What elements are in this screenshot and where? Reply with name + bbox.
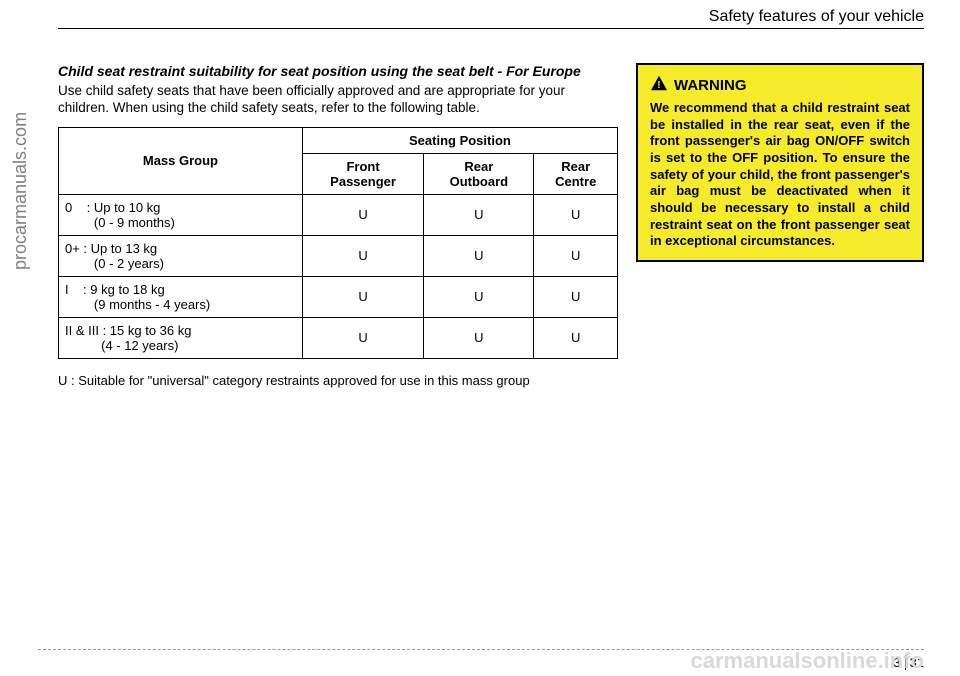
- col-front-passenger: Front Passenger: [302, 153, 423, 194]
- left-column: Child seat restraint suitability for sea…: [58, 63, 618, 388]
- cell-value: U: [424, 317, 534, 358]
- cell-value: U: [424, 276, 534, 317]
- svg-text:!: !: [657, 80, 660, 91]
- warning-title-text: WARNING: [674, 76, 747, 95]
- table-row: II & III : 15 kg to 36 kg (4 - 12 years)…: [59, 317, 618, 358]
- col-rear-outboard: Rear Outboard: [424, 153, 534, 194]
- col-mass-group: Mass Group: [59, 127, 303, 194]
- cell-value: U: [302, 235, 423, 276]
- cell-mass: 0 : Up to 10 kg (0 - 9 months): [59, 194, 303, 235]
- footnote: U : Suitable for "universal" category re…: [58, 373, 618, 388]
- cell-value: U: [534, 276, 618, 317]
- content: Child seat restraint suitability for sea…: [58, 63, 924, 388]
- intro-text: Use child safety seats that have been of…: [58, 83, 618, 117]
- cell-mass: I : 9 kg to 18 kg (9 months - 4 years): [59, 276, 303, 317]
- subheading: Child seat restraint suitability for sea…: [58, 63, 618, 79]
- cell-value: U: [302, 276, 423, 317]
- header-rule: [58, 28, 924, 29]
- cell-value: U: [534, 194, 618, 235]
- col-seating-position: Seating Position: [302, 127, 617, 153]
- cell-mass: II & III : 15 kg to 36 kg (4 - 12 years): [59, 317, 303, 358]
- warning-title: ! WARNING: [650, 75, 910, 96]
- watermark-left: procarmanuals.com: [10, 112, 31, 270]
- suitability-table: Mass Group Seating Position Front Passen…: [58, 127, 618, 359]
- section-title: Safety features of your vehicle: [709, 8, 924, 26]
- table-row: 0 : Up to 10 kg (0 - 9 months) U U U: [59, 194, 618, 235]
- page: Safety features of your vehicle procarma…: [0, 0, 960, 676]
- warning-body: We recommend that a child restraint seat…: [650, 100, 910, 250]
- cell-value: U: [424, 235, 534, 276]
- cell-value: U: [424, 194, 534, 235]
- cell-mass: 0+ : Up to 13 kg (0 - 2 years): [59, 235, 303, 276]
- cell-value: U: [302, 317, 423, 358]
- warning-icon: !: [650, 75, 668, 96]
- watermark-bottom: carmanualsonline.info: [691, 648, 925, 674]
- cell-value: U: [534, 317, 618, 358]
- warning-box: ! WARNING We recommend that a child rest…: [636, 63, 924, 262]
- table-row: 0+ : Up to 13 kg (0 - 2 years) U U U: [59, 235, 618, 276]
- cell-value: U: [534, 235, 618, 276]
- cell-value: U: [302, 194, 423, 235]
- table-row: I : 9 kg to 18 kg (9 months - 4 years) U…: [59, 276, 618, 317]
- col-rear-centre: Rear Centre: [534, 153, 618, 194]
- right-column: ! WARNING We recommend that a child rest…: [636, 63, 924, 388]
